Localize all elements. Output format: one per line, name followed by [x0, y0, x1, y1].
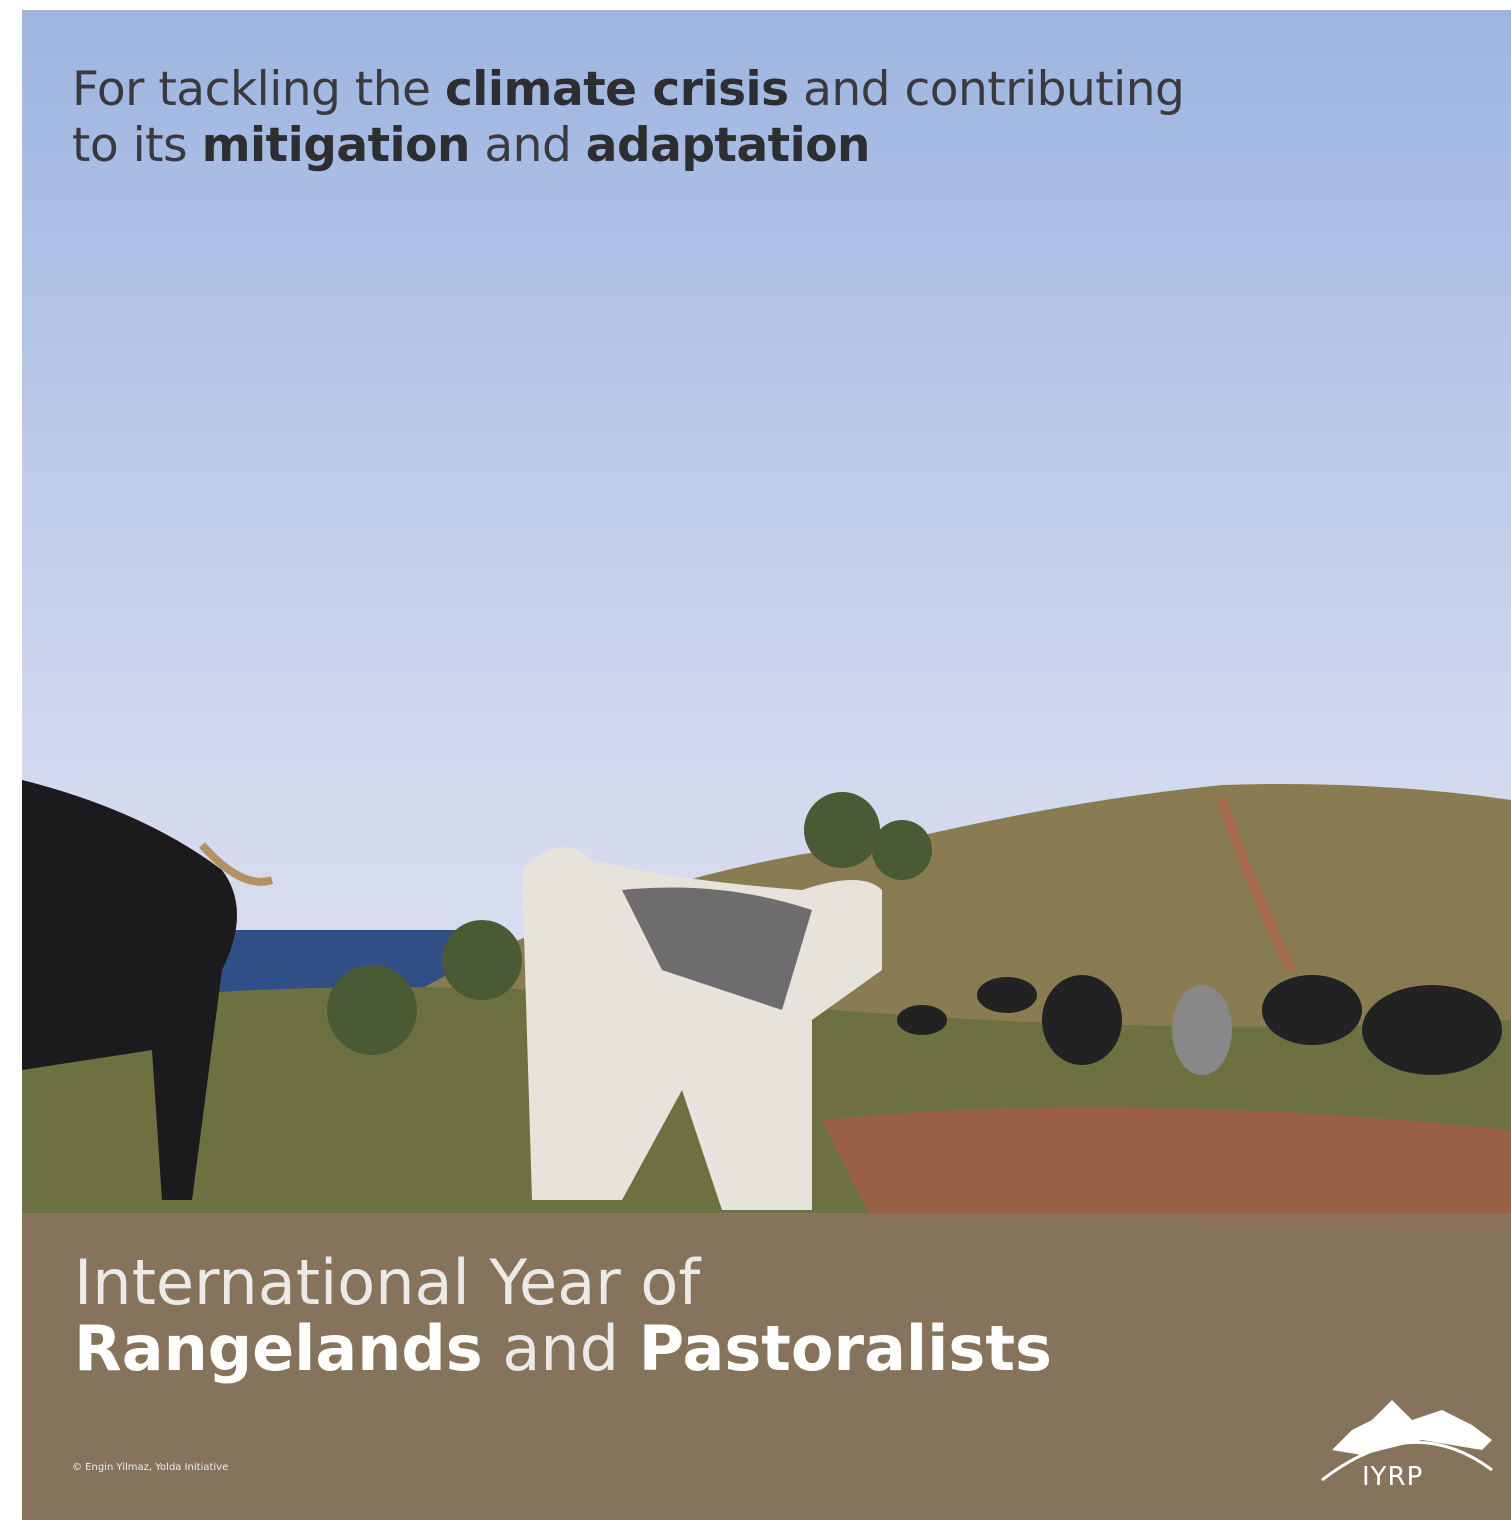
text: and: [484, 118, 571, 173]
title: International Year of Rangelands and Pas…: [74, 1250, 1052, 1382]
text: For tackling the: [72, 62, 430, 117]
text: to its: [72, 118, 187, 173]
text: and: [502, 1312, 619, 1385]
bold-text: Pastoralists: [639, 1312, 1052, 1385]
bold-text: adaptation: [586, 118, 870, 173]
red-soil: [822, 1107, 1511, 1230]
bold-text: Rangelands: [74, 1312, 483, 1385]
headline-line: to its mitigation and adaptation: [72, 118, 1184, 174]
page: For tackling the climate crisis and cont…: [0, 0, 1511, 1523]
headline-line: For tackling the climate crisis and cont…: [72, 62, 1184, 118]
headline: For tackling the climate crisis and cont…: [72, 62, 1184, 174]
bold-text: mitigation: [202, 118, 470, 173]
poster: For tackling the climate crisis and cont…: [22, 10, 1511, 1520]
logo-text: IYRP: [1362, 1462, 1423, 1492]
text: and contributing: [803, 62, 1184, 117]
title-line: Rangelands and Pastoralists: [74, 1316, 1052, 1382]
bold-text: climate crisis: [445, 62, 789, 117]
title-line: International Year of: [74, 1250, 1052, 1316]
photo-credit: © Engin Yilmaz, Yolda Initiative: [72, 1462, 228, 1473]
